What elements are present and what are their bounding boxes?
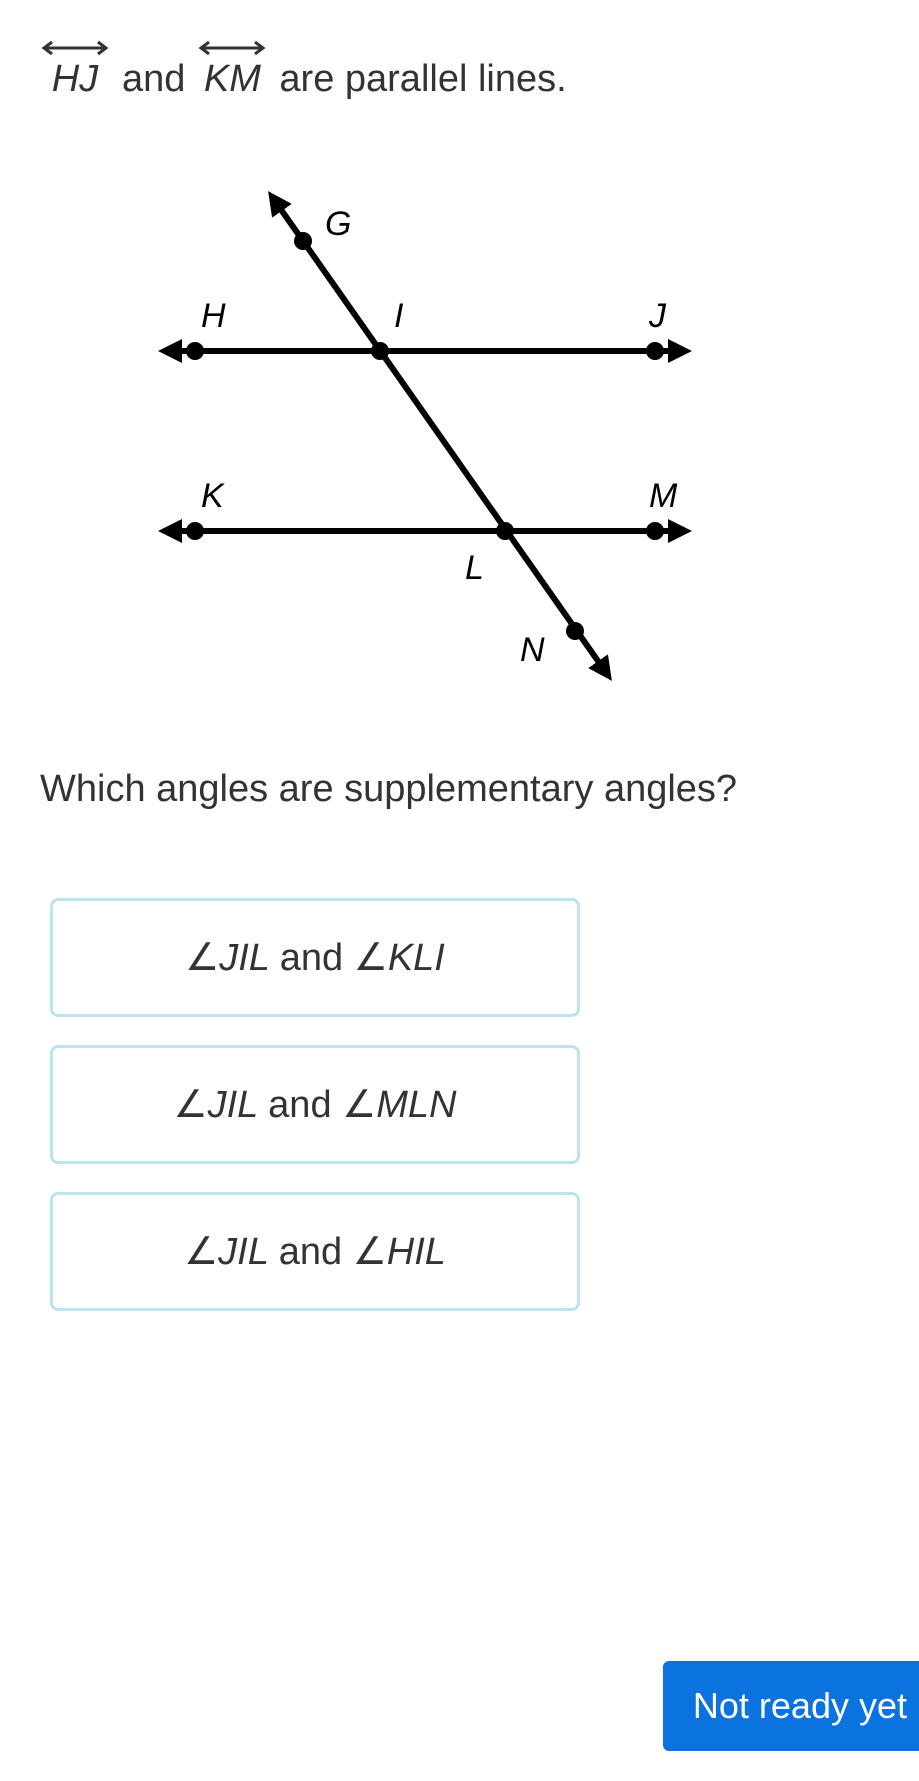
line-notation-km: KM: [197, 40, 267, 101]
double-arrow-icon: [197, 40, 267, 56]
answer-option-1[interactable]: ∠JIL and ∠KLI: [50, 898, 580, 1017]
answer-option-2[interactable]: ∠JIL and ∠MLN: [50, 1045, 580, 1164]
svg-text:G: G: [325, 205, 351, 243]
parallel-lines-diagram: G H I J K L M N: [100, 181, 740, 701]
line-label: KM: [204, 58, 261, 101]
svg-text:M: M: [649, 477, 678, 515]
question-text: Which angles are supplementary angles?: [40, 761, 879, 818]
answer-option-3[interactable]: ∠JIL and ∠HIL: [50, 1192, 580, 1311]
statement-rest: are parallel lines.: [279, 58, 566, 101]
connector-text: and: [122, 58, 185, 101]
line-notation-hj: HJ: [40, 40, 110, 101]
svg-text:J: J: [648, 297, 667, 335]
options-list: ∠JIL and ∠KLI ∠JIL and ∠MLN ∠JIL and ∠HIL: [40, 898, 879, 1311]
problem-statement: HJ and KM are parallel lines.: [40, 40, 879, 101]
svg-text:L: L: [465, 549, 484, 587]
svg-text:N: N: [520, 631, 545, 669]
double-arrow-icon: [40, 40, 110, 56]
svg-text:H: H: [201, 297, 226, 335]
svg-text:I: I: [394, 297, 404, 335]
diagram-container: G H I J K L M N: [40, 181, 879, 701]
svg-text:K: K: [201, 477, 225, 515]
not-ready-button[interactable]: Not ready yet: [663, 1661, 919, 1751]
line-label: HJ: [52, 58, 98, 101]
